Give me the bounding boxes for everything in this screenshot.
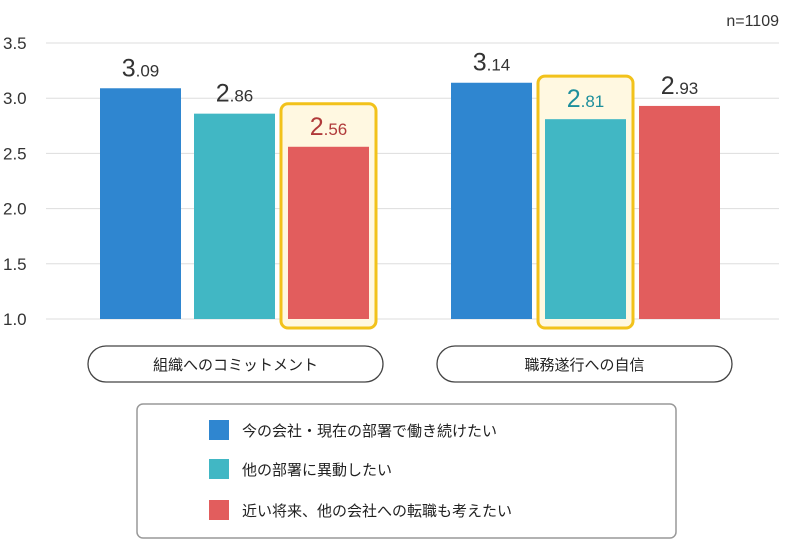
category-pill (87, 345, 384, 383)
y-axis: 1.0 1.5 2.0 2.5 3.0 3.5 (3, 34, 27, 329)
value-labels: 3.09 2.86 2.56 3.14 2.81 2.93 (122, 49, 699, 141)
legend-label: 今の会社・現在の部署で働き続けたい (242, 422, 497, 440)
y-tick-label: 3.0 (3, 89, 27, 108)
y-tick-label: 1.5 (3, 255, 27, 274)
bar (545, 119, 626, 320)
y-tick-label: 2.5 (3, 144, 27, 163)
value-label: 2.86 (216, 80, 254, 108)
sample-size-note: n=1109 (726, 13, 779, 30)
legend-label: 近い将来、他の会社への転職も考えたい (242, 502, 512, 520)
bars (100, 82, 720, 320)
y-tick-label: 3.5 (3, 34, 27, 53)
category-labels: 組織へのコミットメント 職務遂行への自信 (87, 345, 733, 383)
y-tick-label: 2.0 (3, 200, 27, 219)
category-pill (436, 345, 733, 383)
legend: 今の会社・現在の部署で働き続けたい他の部署に異動したい近い将来、他の会社への転職… (136, 403, 677, 539)
bar (451, 82, 532, 319)
legend-box (136, 403, 677, 539)
value-label: 2.56 (310, 113, 348, 141)
legend-label: 他の部署に異動したい (242, 461, 392, 479)
bar (100, 88, 181, 319)
category-label: 組織へのコミットメント (153, 356, 318, 374)
legend-swatch (209, 500, 229, 520)
value-label: 3.14 (473, 49, 511, 77)
value-label: 2.93 (661, 72, 699, 100)
legend-swatch (209, 459, 229, 479)
bar (288, 146, 369, 319)
bar (639, 105, 720, 319)
value-label: 3.09 (122, 54, 160, 82)
value-label: 2.81 (567, 85, 605, 113)
y-tick-label: 1.0 (3, 310, 27, 329)
bar (194, 113, 275, 319)
legend-swatch (209, 420, 229, 440)
category-label: 職務遂行への自信 (524, 356, 644, 374)
